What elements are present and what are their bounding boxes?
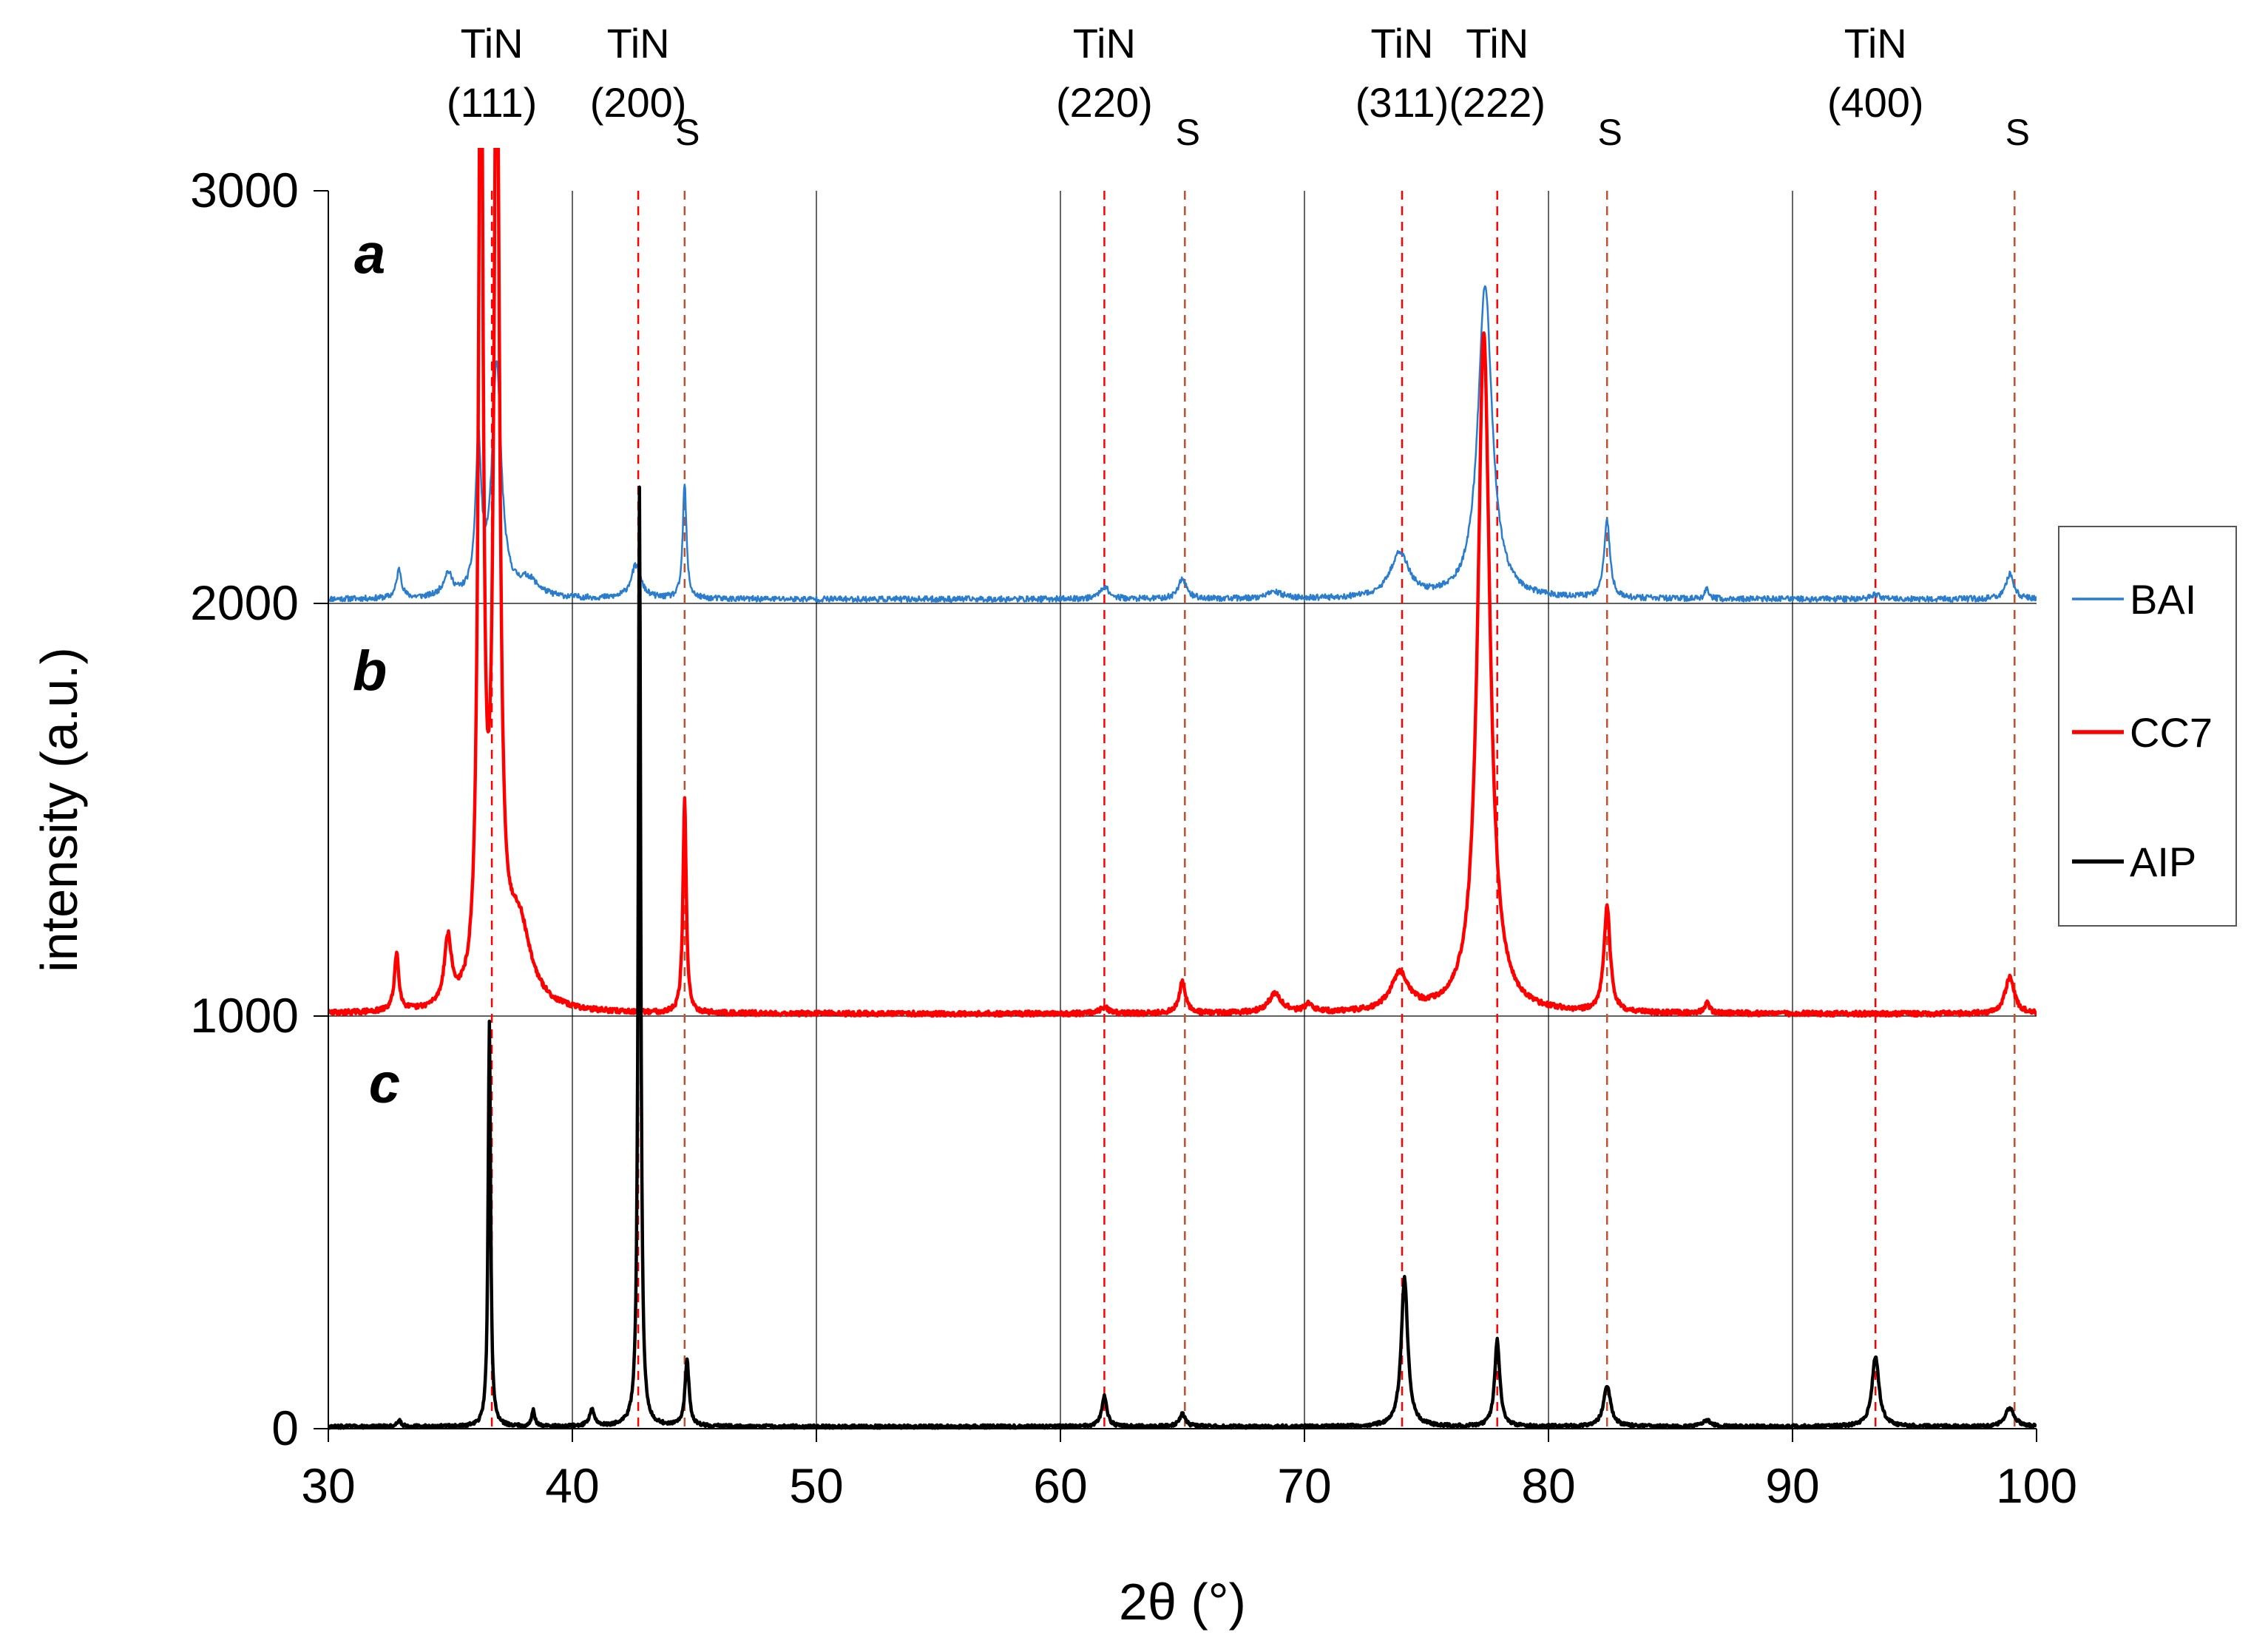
x-tick-label: 70 xyxy=(1277,1458,1331,1513)
tin-peak-index: (222) xyxy=(1449,79,1546,126)
substrate-peak-label: S xyxy=(1176,112,1200,153)
tin-peak-index: (111) xyxy=(447,79,537,126)
tin-peak-label: TiN xyxy=(607,20,670,67)
x-tick-label: 80 xyxy=(1521,1458,1575,1513)
legend-label: CC7 xyxy=(2130,709,2213,756)
x-tick-label: 100 xyxy=(1996,1458,2077,1513)
x-axis-title: 2θ (°) xyxy=(1119,1573,1246,1631)
y-tick-label: 2000 xyxy=(190,575,299,630)
x-tick-label: 50 xyxy=(789,1458,843,1513)
x-tick-label: 40 xyxy=(545,1458,599,1513)
x-tick-label: 90 xyxy=(1765,1458,1819,1513)
axes-layer: 0 1000 2000 3000 30 40 50 60 70 80 90 100 2θ (°) inte… xyxy=(30,163,2077,1631)
tin-peak-label: TiN xyxy=(1370,20,1433,67)
panel-label: a xyxy=(354,223,385,286)
legend-label: AIP xyxy=(2130,839,2196,885)
substrate-peak-label: S xyxy=(675,112,700,153)
tin-peak-label: TiN xyxy=(1073,20,1136,67)
y-axis-title: intensity (a.u.) xyxy=(30,647,88,972)
legend-box xyxy=(2058,526,2237,927)
tin-peak-label: TiN xyxy=(461,20,524,67)
x-tick-label: 60 xyxy=(1033,1458,1087,1513)
panel-label: c xyxy=(369,1052,400,1115)
labels-layer: TiN(111)TiN(200)STiN(220)STiN(311)TiN(22… xyxy=(353,20,2030,1115)
series-line-cc7 xyxy=(328,148,2037,1018)
series-layer xyxy=(328,148,2037,1430)
series-line-bai xyxy=(328,285,2037,603)
tin-peak-label: TiN xyxy=(1466,20,1529,67)
substrate-peak-label: S xyxy=(1598,112,1622,153)
x-tick-label: 30 xyxy=(301,1458,355,1513)
tin-peak-index: (400) xyxy=(1827,79,1924,126)
grid-layer xyxy=(328,191,2037,1429)
y-tick-label: 1000 xyxy=(190,988,299,1043)
series-line-aip xyxy=(328,485,2037,1430)
substrate-peak-label: S xyxy=(2005,112,2030,153)
tin-peak-index: (311) xyxy=(1355,79,1449,126)
legend-label: BAI xyxy=(2130,576,2196,623)
tin-peak-index: (200) xyxy=(590,79,687,126)
y-tick-label: 0 xyxy=(271,1401,299,1455)
tin-peak-index: (220) xyxy=(1056,79,1153,126)
y-tick-label: 3000 xyxy=(190,163,299,217)
panel-label: b xyxy=(353,640,387,703)
legend: BAI CC7 AIP xyxy=(2058,526,2237,927)
tin-peak-label: TiN xyxy=(1844,20,1907,67)
